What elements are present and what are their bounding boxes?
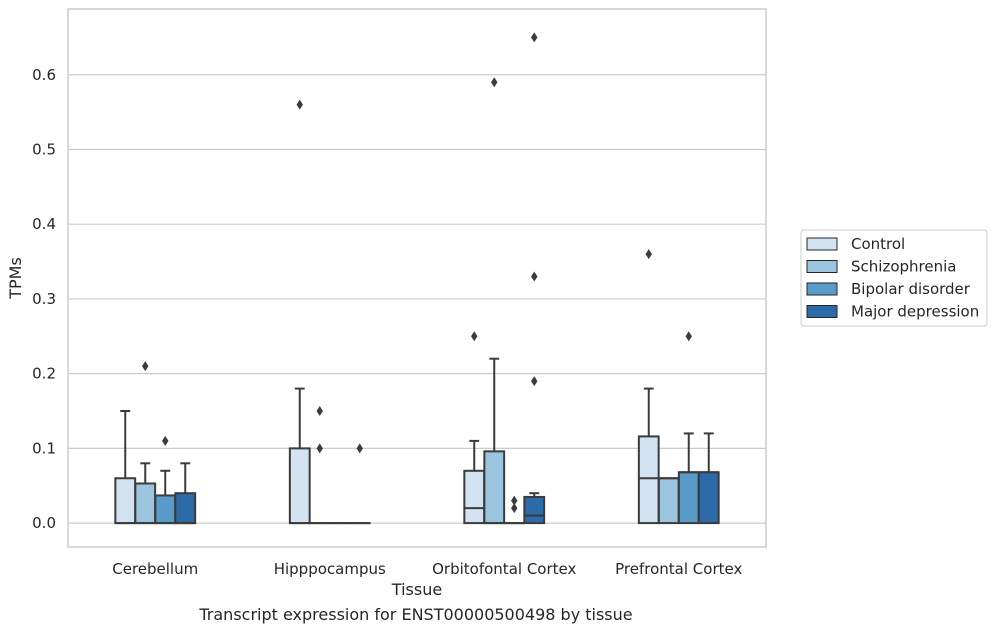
y-tick-label-0: 0.0: [32, 514, 56, 532]
box: [174, 492, 197, 525]
legend-label: Schizophrenia: [851, 258, 956, 276]
outlier-point: [531, 271, 538, 282]
outlier-point: [531, 376, 538, 387]
legend-swatch: [806, 282, 838, 296]
legend: Control Schizophrenia Bipolar disorder Majo…: [800, 229, 988, 327]
legend-swatch: [806, 237, 838, 251]
legend-label: Control: [851, 235, 905, 253]
legend-label: Bipolar disorder: [851, 280, 971, 298]
box: [523, 495, 546, 525]
box-group: [288, 99, 311, 525]
box: [288, 447, 311, 525]
x-tick-label-0: Cerebellum: [112, 560, 198, 578]
box: [134, 482, 157, 525]
outlier-point: [491, 77, 498, 88]
box-group: [308, 406, 331, 525]
box: [677, 471, 700, 525]
gridlines: [68, 74, 766, 524]
box: [483, 450, 506, 525]
x-tick-label-1: Hipppocampus: [274, 560, 386, 578]
box-group: [657, 477, 680, 525]
x-tick-label-2: Orbitofontal Cortex: [432, 560, 576, 578]
outlier-point: [316, 406, 323, 417]
legend-swatch: [806, 305, 838, 318]
outlier-point: [685, 331, 692, 342]
legend-swatch: [806, 260, 838, 273]
box-group: [483, 77, 506, 525]
box-group: [154, 435, 177, 525]
legend-frame: [800, 229, 988, 327]
box-group: [637, 249, 660, 525]
box-group: [463, 331, 486, 525]
outlier-point: [162, 435, 169, 446]
outlier-point: [645, 249, 652, 260]
box-group: [697, 432, 720, 525]
plot-area-frame: [67, 8, 767, 548]
y-tick-label-5: 0.5: [32, 140, 56, 158]
box-group: [677, 331, 700, 525]
x-tick-label-3: Prefrontal Cortex: [615, 560, 742, 578]
legend-label: Major depression: [851, 303, 979, 321]
outlier-point: [316, 443, 323, 454]
box: [697, 471, 720, 525]
box: [657, 477, 680, 525]
x-axis-ticks: Cerebellum Hipppocampus Orbitofontal Corte…: [112, 560, 742, 578]
outlier-point: [471, 331, 478, 342]
box: [154, 494, 177, 525]
box: [637, 435, 660, 525]
figure-caption: Transcript expression for ENST0000050049…: [199, 605, 633, 624]
y-tick-label-3: 0.3: [32, 290, 56, 308]
box-group: [174, 462, 197, 525]
box-group: [134, 361, 157, 525]
box-group: [503, 495, 526, 525]
x-axis-label: Tissue: [391, 580, 442, 599]
box-group: [348, 443, 371, 525]
outlier-point: [511, 495, 518, 506]
y-tick-label-1: 0.1: [32, 439, 56, 457]
box-group: [114, 410, 137, 525]
outlier-point: [296, 99, 303, 110]
outlier-point: [142, 361, 149, 372]
y-axis-ticks: 0.0 0.1 0.2 0.3 0.4 0.5 0.6: [32, 66, 56, 532]
outlier-point: [511, 503, 518, 514]
y-tick-label-2: 0.2: [32, 365, 56, 383]
boxes: [114, 32, 720, 525]
outlier-point: [356, 443, 363, 454]
box: [114, 477, 137, 525]
y-axis-label: TPMs: [6, 257, 25, 300]
box-group: [523, 32, 546, 525]
box: [463, 469, 486, 525]
y-tick-label-4: 0.4: [32, 215, 56, 233]
y-tick-label-6: 0.6: [32, 66, 56, 84]
outlier-point: [531, 32, 538, 43]
